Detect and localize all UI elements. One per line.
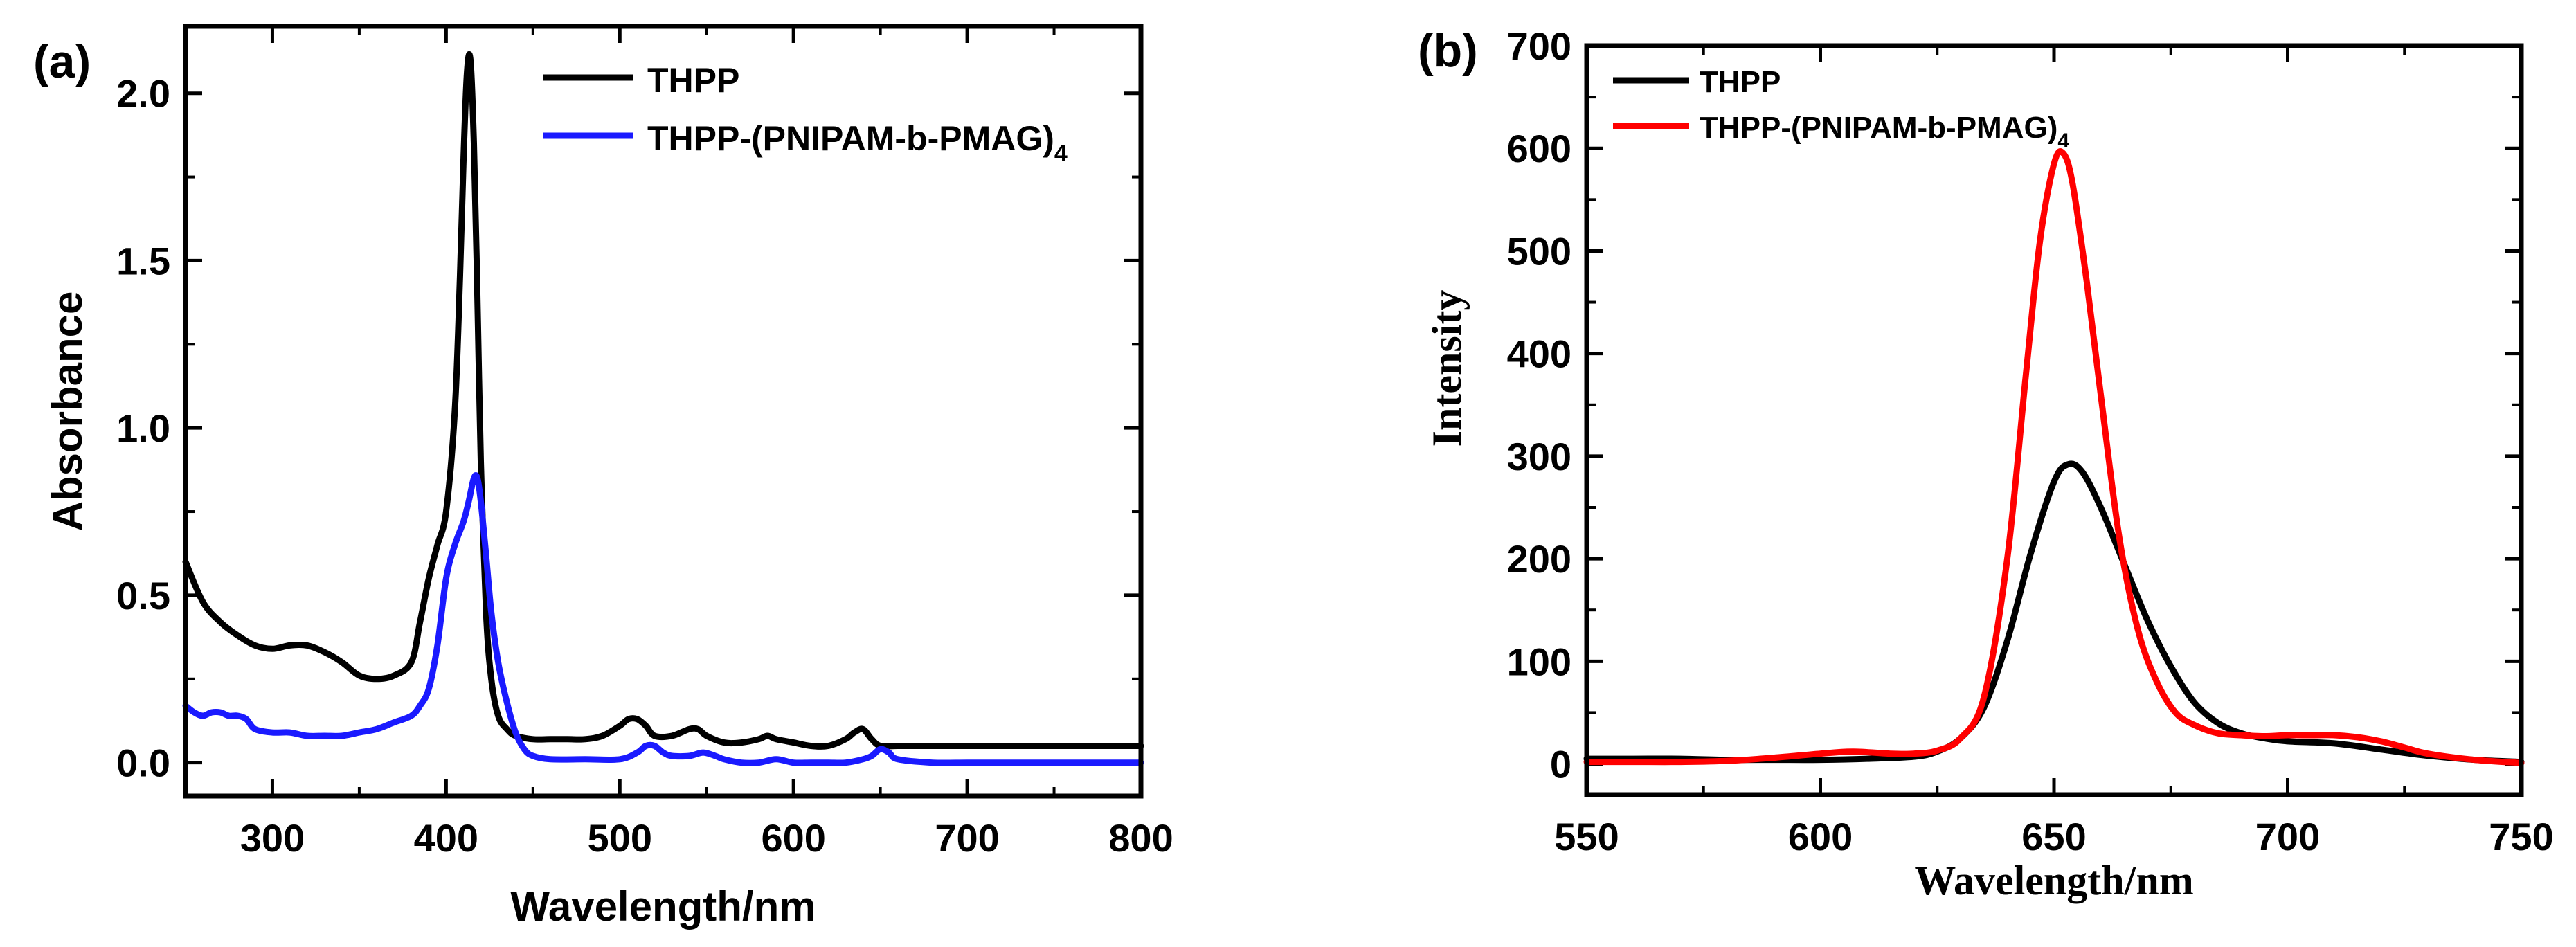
a-y-tick-label: 0.0	[116, 741, 170, 785]
b-x-axis-label: Wavelength/nm	[1914, 858, 2193, 903]
b-y-tick-label: 400	[1507, 332, 1571, 376]
a-y-axis-label: Absorbance	[44, 291, 91, 532]
a-x-tick-label: 500	[588, 816, 652, 860]
chart-b-intensity: (b) 550 600 650 700 750 0 100 200 300 400 500 600 70…	[1418, 24, 2554, 903]
b-y-tick-label: 700	[1507, 24, 1571, 68]
b-x-tick-label: 700	[2255, 815, 2320, 858]
b-x-tick-label: 750	[2489, 815, 2553, 858]
a-plot-frame	[183, 24, 1144, 799]
panel-label-b: (b)	[1418, 24, 1478, 77]
b-y-tick-label: 100	[1507, 640, 1571, 683]
b-y-tick-label: 600	[1507, 127, 1571, 170]
b-y-tick-label: 0	[1550, 743, 1571, 786]
b-plot-frame	[1584, 43, 2524, 797]
a-y-tick-label: 1.5	[116, 239, 170, 282]
b-y-tick-label: 200	[1507, 537, 1571, 581]
b-y-axis-label: Intensity	[1424, 290, 1470, 447]
a-x-tick-label: 600	[761, 816, 825, 860]
a-x-axis-label: Wavelength/nm	[510, 883, 816, 930]
b-legend-label-thpp: THPP	[1700, 65, 1781, 99]
b-x-tick-label: 600	[1788, 815, 1853, 858]
a-x-tick-label: 400	[414, 816, 478, 860]
b-y-tick-label: 500	[1507, 229, 1571, 273]
b-tick-labels: 550 600 650 700 750 0 100 200 300 400 500 600 700	[1507, 24, 2554, 858]
b-series-group	[1583, 148, 2525, 766]
a-legend-label-thpp: THPP	[647, 61, 739, 100]
b-y-tick-label: 300	[1507, 435, 1571, 478]
chart-a-absorbance: (a) 300 400 500 600 700 800 0.0 0.5 1.0 1.5 2.0 Wa…	[33, 24, 1173, 930]
a-tick-labels: 300 400 500 600 700 800 0.0 0.5 1.0 1.5 2.0	[116, 72, 1173, 860]
a-y-tick-label: 0.5	[116, 574, 170, 617]
a-y-tick-label: 2.0	[116, 72, 170, 116]
b-legend-label-conjugate: THPP-(PNIPAM-b-PMAG)4	[1700, 111, 2069, 152]
panel-label-a: (a)	[33, 35, 91, 88]
b-series-line-thpp	[1583, 460, 2525, 766]
a-legend: THPP THPP-(PNIPAM-b-PMAG)4	[543, 61, 1068, 167]
b-legend: THPP THPP-(PNIPAM-b-PMAG)4	[1613, 65, 2069, 152]
a-series-group	[182, 51, 1144, 766]
a-x-tick-label: 800	[1108, 816, 1173, 860]
a-legend-label-conjugate: THPP-(PNIPAM-b-PMAG)4	[647, 119, 1068, 167]
b-series-line-conjugate	[1583, 148, 2525, 766]
a-x-tick-label: 700	[935, 816, 999, 860]
b-x-tick-label: 650	[2021, 815, 2086, 858]
b-x-tick-label: 550	[1554, 815, 1619, 858]
a-x-tick-label: 300	[240, 816, 305, 860]
a-y-tick-label: 1.0	[116, 406, 170, 450]
a-series-line-conjugate	[182, 472, 1144, 766]
